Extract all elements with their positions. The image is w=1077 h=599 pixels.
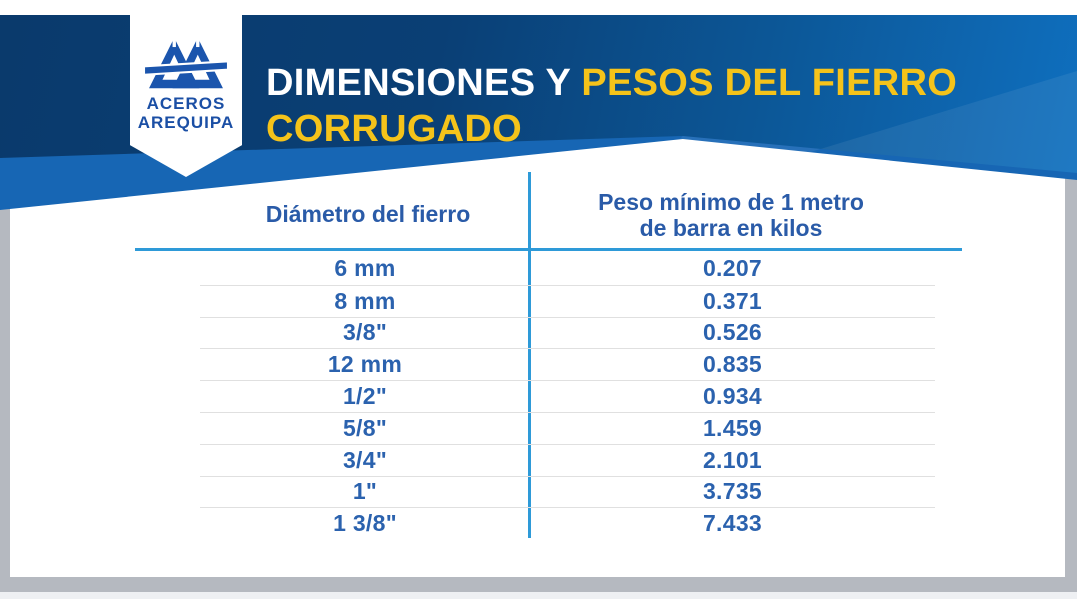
title-yellow-part1: PESOS DEL FIERRO [581,62,958,104]
diameter-cell: 8 mm [334,287,396,314]
weight-cell: 0.934 [702,383,763,410]
column-header-diameter: Diámetro del fierro [265,201,471,227]
aceros-arequipa-logo-icon [144,36,228,89]
table-row: 3/8" 0.526 [200,316,935,349]
table-body: 6 mm 0.207 8 mm 0.371 3/8" 0.526 12 mm 0… [200,253,935,539]
brand-name-line1: ACEROS [146,94,226,113]
diameter-cell: 12 mm [327,351,403,378]
diameter-cell: 3/4" [342,446,388,473]
diameter-cell: 6 mm [334,255,396,282]
title-line1: DIMENSIONES Y PESOS DEL FIERRO [266,60,957,106]
diameter-cell: 1" [352,478,378,505]
title-yellow-part2: CORRUGADO [266,108,523,150]
diameter-cell: 3/8" [342,319,388,346]
page-title: DIMENSIONES Y PESOS DEL FIERRO CORRUGADO [266,60,957,152]
column-header-weight-line1: Peso mínimo de 1 metro [598,189,864,215]
diameter-cell: 5/8" [342,414,388,441]
weight-cell: 0.207 [702,255,763,282]
weight-cell: 0.371 [702,287,763,314]
column-header-weight-line2: de barra en kilos [639,215,823,241]
weight-cell: 3.735 [702,478,763,505]
bottom-edge-strip [0,592,1077,599]
title-white-part: DIMENSIONES Y [266,62,582,104]
column-header-weight: Peso mínimo de 1 metro de barra en kilos [598,189,864,241]
table-row: 8 mm 0.371 [200,284,935,317]
weight-cell: 1.459 [702,414,763,441]
title-line2: CORRUGADO [266,106,957,152]
table-row: 1 3/8" 7.433 [200,507,935,539]
diameter-cell: 1/2" [342,383,388,410]
table-row: 12 mm 0.835 [200,348,935,380]
weight-cell: 0.526 [702,319,763,346]
table-row: 5/8" 1.459 [200,411,935,444]
table-header-rule [135,248,962,251]
table-row: 1" 3.735 [200,475,935,508]
brand-name-line2: AREQUIPA [137,113,235,132]
brand-badge: ACEROS AREQUIPA [130,0,242,177]
table-row: 1/2" 0.934 [200,380,935,412]
diameter-cell: 1 3/8" [333,510,397,537]
table-row: 3/4" 2.101 [200,443,935,476]
weight-cell: 2.101 [702,446,763,473]
weight-cell: 0.835 [702,351,763,378]
weight-cell: 7.433 [702,510,763,537]
table-column-divider [528,172,531,538]
table-row: 6 mm 0.207 [200,253,935,285]
